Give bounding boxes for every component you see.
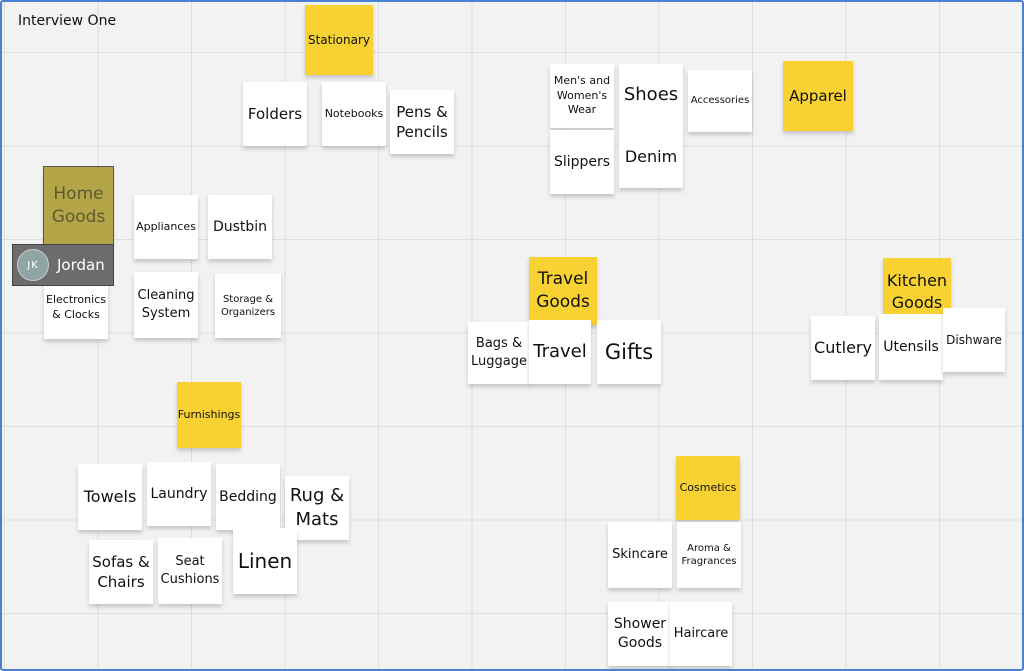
avatar: JK (17, 249, 49, 281)
sticky-note[interactable]: Utensils (879, 314, 943, 380)
sticky-note[interactable]: Towels (78, 464, 142, 530)
sticky-note[interactable]: Haircare (670, 602, 732, 666)
sticky-note[interactable]: Accessories (688, 70, 752, 132)
sticky-note[interactable]: Folders (243, 82, 307, 146)
sticky-note[interactable]: Laundry (147, 462, 211, 526)
sticky-note[interactable]: Notebooks (322, 82, 386, 146)
sticky-note[interactable]: Electronics & Clocks (44, 277, 108, 339)
sticky-note[interactable]: Shower Goods (608, 602, 672, 666)
sticky-note[interactable]: Appliances (134, 195, 198, 259)
sticky-note[interactable]: Travel (529, 320, 591, 384)
sticky-note[interactable]: Sofas & Chairs (89, 540, 153, 604)
sticky-note[interactable]: Furnishings (177, 382, 241, 448)
sticky-note[interactable]: Bags & Luggage (468, 322, 530, 384)
sticky-note[interactable]: Seat Cushions (158, 538, 222, 604)
sticky-note[interactable]: Home Goods (43, 166, 114, 245)
sticky-note[interactable]: Storage & Organizers (215, 274, 281, 338)
sticky-note[interactable]: Dustbin (208, 195, 272, 259)
sticky-note[interactable]: Denim (619, 126, 683, 188)
sticky-note[interactable]: Gifts (597, 320, 661, 384)
user-cursor: JK Jordan (12, 244, 114, 286)
sticky-note[interactable]: Skincare (608, 522, 672, 588)
sticky-note[interactable]: Stationary (305, 5, 373, 75)
sticky-note[interactable]: Men's and Women's Wear (550, 64, 614, 128)
sticky-note[interactable]: Apparel (783, 61, 853, 131)
user-name: Jordan (57, 256, 105, 274)
sticky-note[interactable]: Cosmetics (676, 456, 740, 520)
board-title: Interview One (18, 13, 117, 29)
sticky-note[interactable]: Slippers (550, 130, 614, 194)
sticky-note[interactable]: Linen (233, 528, 297, 594)
sticky-note[interactable]: Cutlery (811, 316, 875, 380)
sticky-note[interactable]: Shoes (619, 64, 683, 126)
sticky-note[interactable]: Dishware (943, 308, 1005, 372)
sticky-note[interactable]: Cleaning System (134, 272, 198, 338)
sticky-note[interactable]: Pens & Pencils (390, 90, 454, 154)
sticky-note[interactable]: Bedding (216, 464, 280, 530)
sticky-note[interactable]: Travel Goods (529, 257, 597, 325)
sticky-note[interactable]: Aroma & Fragrances (677, 522, 741, 588)
sticky-note[interactable]: Rug & Mats (285, 476, 349, 540)
